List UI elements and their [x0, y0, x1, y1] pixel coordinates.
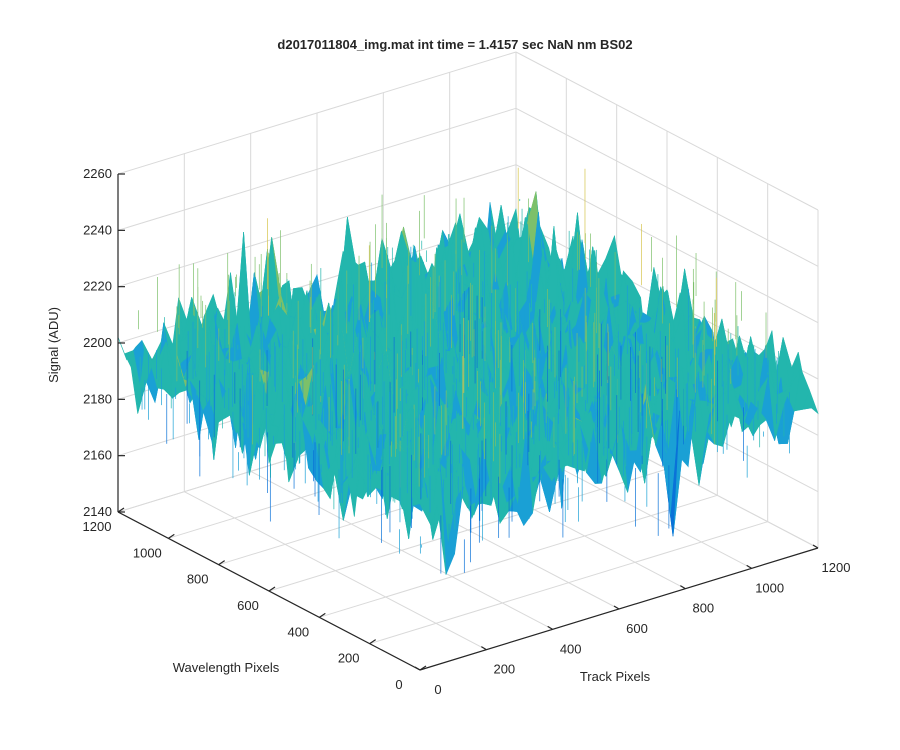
z-tick-label: 2140 [83, 504, 112, 519]
x-tick [812, 544, 819, 549]
x-tick-label: 200 [493, 662, 515, 677]
x-tick-label: 0 [434, 682, 441, 697]
grid-line-z [515, 107, 819, 267]
y-tick-label: 1000 [133, 545, 162, 560]
z-tick-label: 2220 [83, 279, 112, 294]
y-tick [117, 507, 125, 513]
z-tick-label: 2180 [83, 391, 112, 406]
x-tick [613, 605, 620, 610]
tick-labels: 0 200 400 600 800 1000 1200 0 200 400 600 800 1000 12… [83, 166, 851, 697]
y-tick [268, 586, 276, 592]
y-tick-label: 800 [187, 572, 209, 587]
axes [117, 173, 819, 671]
grid-line-z [117, 51, 517, 175]
x-tick [680, 585, 686, 590]
y-tick [319, 612, 326, 618]
y-axis-label: Wavelength Pixels [173, 660, 280, 675]
x-tick-label: 1000 [755, 580, 784, 595]
surface [117, 167, 819, 575]
y-tick-label: 1200 [83, 519, 112, 534]
x-tick [481, 646, 487, 651]
x-tick-label: 400 [560, 641, 582, 656]
chart-title: d2017011804_img.mat int time = 1.4157 se… [277, 37, 632, 52]
z-tick-label: 2240 [83, 222, 112, 237]
x-tick-label: 1200 [822, 560, 851, 575]
grid-line-y [319, 494, 718, 618]
z-axis-label: Signal (ADU) [46, 307, 61, 383]
y-tick [419, 665, 427, 671]
x-tick-label: 800 [692, 601, 714, 616]
x-axis-label: Track Pixels [580, 669, 651, 684]
grid-line-z [117, 107, 517, 231]
grid-line-y [369, 521, 768, 645]
y-tick-label: 400 [287, 624, 309, 639]
z-tick-label: 2260 [83, 166, 112, 181]
y-tick-label: 200 [338, 651, 360, 666]
y-tick [369, 639, 376, 645]
grid-line-y [268, 468, 668, 592]
x-tick [414, 666, 421, 671]
z-tick-label: 2200 [83, 335, 112, 350]
x-tick-label: 600 [626, 621, 648, 636]
x-tick [547, 625, 553, 630]
y-tick-label: 600 [237, 598, 259, 613]
y-tick [218, 560, 225, 566]
z-tick-label: 2160 [83, 448, 112, 463]
y-tick-label: 0 [395, 677, 402, 692]
x-tick [746, 564, 752, 569]
y-tick [168, 533, 175, 539]
grid-line-z [515, 51, 819, 211]
grid-line-z [515, 164, 819, 324]
grid-line-z [117, 164, 517, 288]
